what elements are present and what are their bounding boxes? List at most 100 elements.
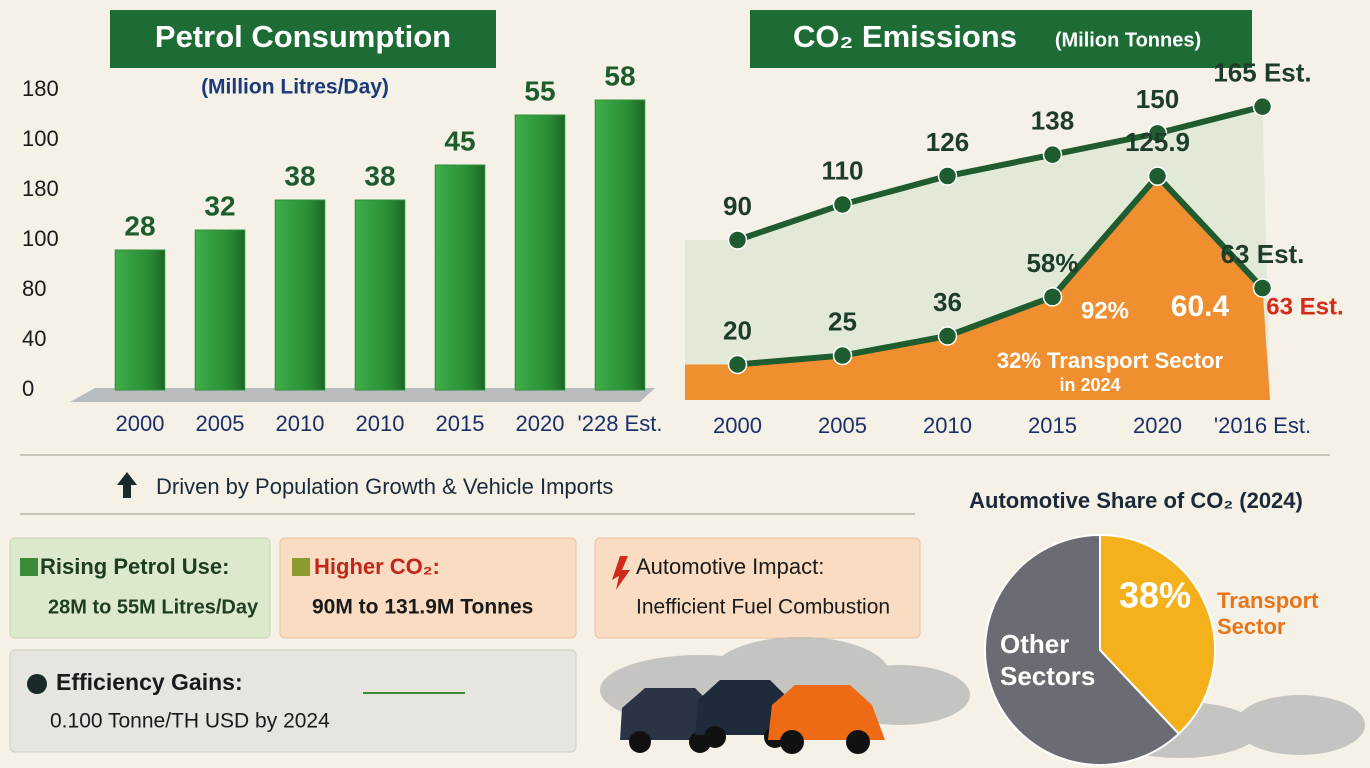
point xyxy=(1252,278,1273,298)
y-tick-label: 40 xyxy=(22,326,46,351)
annotation: 60.4 xyxy=(1171,290,1230,323)
point xyxy=(1042,144,1063,165)
value-label: 125.9 xyxy=(1125,127,1190,157)
value-label: 28 xyxy=(124,210,155,241)
area xyxy=(685,176,1270,400)
card-icon xyxy=(27,674,47,694)
value-label: 90 xyxy=(723,191,752,221)
card-title: Automotive Impact: xyxy=(636,554,824,579)
value-label: 63 Est. xyxy=(1221,239,1305,269)
x-tick-label: 2015 xyxy=(436,411,485,436)
value-label: 165 Est. xyxy=(1213,58,1311,88)
bar xyxy=(194,229,246,391)
category-label: Other Sectors xyxy=(1000,629,1095,691)
card-icon xyxy=(292,558,310,576)
bar xyxy=(434,164,486,391)
x-tick-label: '228 Est. xyxy=(578,411,663,436)
value-label: 38% xyxy=(1119,575,1191,616)
x-tick-label: '2016 Est. xyxy=(1214,413,1311,438)
x-tick-label: 2000 xyxy=(713,413,762,438)
y-tick-label: 180 xyxy=(22,176,59,201)
bar xyxy=(114,249,166,391)
point xyxy=(727,230,748,250)
category-label: Transport Sector xyxy=(1217,588,1319,639)
card xyxy=(279,537,577,639)
card-text: 0.100 Tonne/TH USD by 2024 xyxy=(50,710,330,733)
title-box xyxy=(750,10,1252,68)
y-tick-label: 180 xyxy=(22,76,59,101)
point xyxy=(1147,123,1168,144)
bar xyxy=(594,99,646,391)
annotation: 92% xyxy=(1081,297,1129,324)
chart-title: CO₂ Emissions xyxy=(793,19,1017,54)
note: Driven by Population Growth & Vehicle Im… xyxy=(156,474,613,499)
card xyxy=(594,537,921,639)
x-tick-label: 2020 xyxy=(1133,413,1182,438)
card xyxy=(9,649,577,753)
chart-subtitle: (Million Litres/Day) xyxy=(201,76,389,99)
card-icon xyxy=(20,558,38,576)
bar xyxy=(354,199,406,391)
card-text: 90M to 131.9M Tonnes xyxy=(312,596,533,619)
y-tick-label: 100 xyxy=(22,226,59,251)
value-label: 58 xyxy=(604,60,635,91)
point xyxy=(1042,287,1063,307)
pie-slice xyxy=(984,533,1181,766)
chart-subtitle: (Milion Tonnes) xyxy=(1055,29,1201,51)
value-label: 150 xyxy=(1136,84,1179,114)
pie-slice xyxy=(1099,533,1216,736)
card-icon xyxy=(612,556,630,590)
y-tick-label: 0 xyxy=(22,376,34,401)
card-text: Inefficient Fuel Combustion xyxy=(636,596,890,619)
x-tick-label: 2005 xyxy=(818,413,867,438)
card-title: Rising Petrol Use: xyxy=(40,554,229,579)
point xyxy=(832,194,853,215)
line xyxy=(737,171,1265,368)
x-tick-label: 2020 xyxy=(516,411,565,436)
value-label: 126 xyxy=(926,127,969,157)
card-title: Efficiency Gains: xyxy=(56,669,243,695)
point xyxy=(1147,166,1168,186)
bar xyxy=(274,199,326,391)
value-label: 20 xyxy=(723,315,752,345)
arrow-icon xyxy=(117,472,137,498)
point xyxy=(727,354,748,375)
x-tick-label: 2015 xyxy=(1028,413,1077,438)
x-tick-label: 2000 xyxy=(116,411,165,436)
value-label: 38 xyxy=(364,160,395,191)
x-tick-label: 2010 xyxy=(356,411,405,436)
floor xyxy=(70,388,655,402)
card-title: Higher CO₂: xyxy=(314,554,440,579)
point xyxy=(937,166,958,186)
value-label: 32 xyxy=(204,190,235,221)
y-tick-label: 80 xyxy=(22,276,46,301)
chart-title: Petrol Consumption xyxy=(155,19,451,54)
value-label: 138 xyxy=(1031,106,1074,136)
x-tick-label: 2005 xyxy=(196,411,245,436)
y-tick-label: 100 xyxy=(22,126,59,151)
value-label: 58% xyxy=(1026,248,1078,278)
annotation: 32% Transport Sector xyxy=(997,348,1224,373)
annotation: in 2024 xyxy=(1059,375,1120,395)
x-tick-label: 2010 xyxy=(923,413,972,438)
car xyxy=(768,685,885,754)
line xyxy=(736,103,1264,243)
card-text: 28M to 55M Litres/Day xyxy=(48,596,259,618)
title-box xyxy=(110,10,496,68)
card xyxy=(9,537,271,639)
annotation: 63 Est. xyxy=(1266,293,1343,320)
value-label: 36 xyxy=(933,287,962,317)
value-label: 45 xyxy=(444,125,475,156)
chart-title: Automotive Share of CO₂ (2024) xyxy=(969,488,1303,513)
smog xyxy=(600,637,1365,758)
value-label: 55 xyxy=(524,75,555,106)
point xyxy=(832,345,853,366)
point xyxy=(1252,96,1273,117)
point xyxy=(937,326,958,346)
x-tick-label: 2010 xyxy=(276,411,325,436)
value-label: 110 xyxy=(822,155,864,185)
value-label: 38 xyxy=(284,160,315,191)
value-label: 25 xyxy=(828,306,857,336)
